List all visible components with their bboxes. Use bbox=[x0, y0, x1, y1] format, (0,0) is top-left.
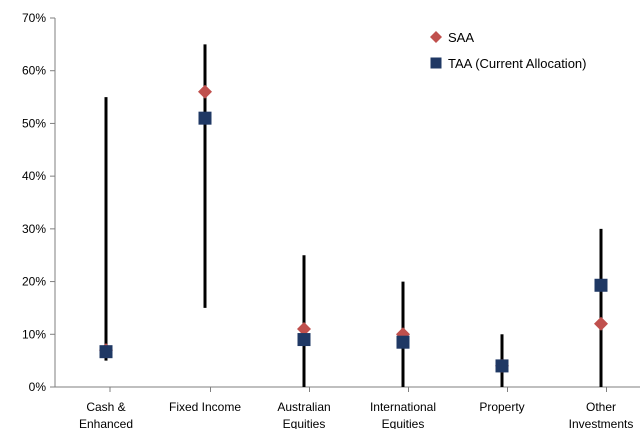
taa-square-marker bbox=[594, 278, 608, 292]
y-tick-label: 20% bbox=[22, 275, 46, 289]
category-label: Australian Equities bbox=[277, 400, 330, 429]
taa-square-marker bbox=[198, 111, 212, 125]
y-tick-label: 40% bbox=[22, 169, 46, 183]
y-tick-label: 10% bbox=[22, 327, 46, 341]
axes: 0% 10% 20% 30% 40% 50% 60% 70% bbox=[22, 11, 640, 394]
legend-saa-marker bbox=[430, 31, 442, 43]
taa-square-marker bbox=[99, 345, 113, 359]
markers bbox=[99, 84, 608, 373]
y-tick-label: 50% bbox=[22, 116, 46, 130]
y-tick-label: 0% bbox=[29, 380, 47, 394]
category-label: International Equities bbox=[370, 400, 436, 429]
y-tick-label: 70% bbox=[22, 11, 46, 25]
range-bars bbox=[104, 44, 603, 387]
legend-taa-marker bbox=[430, 57, 442, 69]
taa-square-marker bbox=[495, 359, 509, 373]
y-tick-label: 60% bbox=[22, 64, 46, 78]
saa-diamond-marker bbox=[198, 84, 212, 99]
taa-square-marker bbox=[396, 335, 410, 349]
taa-square-marker bbox=[297, 333, 311, 347]
category-labels: Cash & Enhanced Fixed Income Australian Equi… bbox=[79, 400, 633, 429]
saa-diamond-marker bbox=[297, 322, 311, 337]
legend-label: SAA bbox=[448, 30, 474, 45]
y-tick-label: 30% bbox=[22, 222, 46, 236]
saa-diamond-marker bbox=[594, 316, 608, 331]
category-label: Cash & Enhanced bbox=[79, 400, 133, 429]
legend-label: TAA (Current Allocation) bbox=[448, 56, 586, 71]
category-label: Property bbox=[479, 400, 524, 414]
category-label: Fixed Income bbox=[169, 400, 241, 414]
category-label: Other Investments bbox=[569, 400, 634, 429]
legend: SAA TAA (Current Allocation) bbox=[430, 30, 586, 71]
